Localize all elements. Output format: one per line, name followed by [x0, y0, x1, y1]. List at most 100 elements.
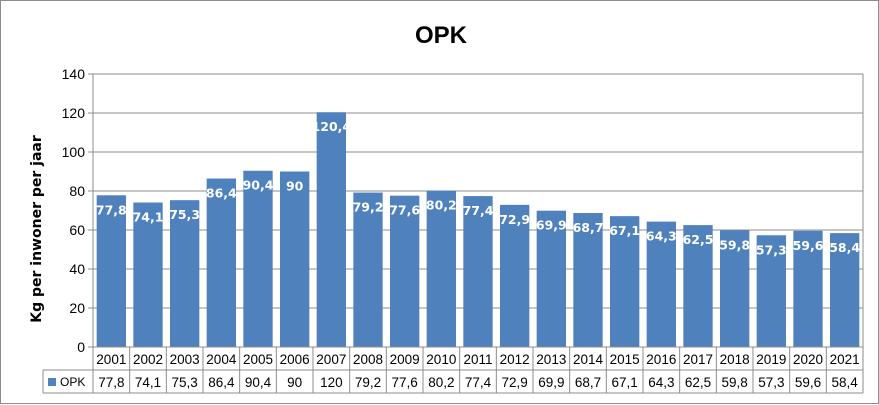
data-label: 86,4 [206, 186, 237, 201]
bar [96, 195, 126, 347]
data-label: 59,8 [719, 237, 750, 252]
category-label: 2006 [280, 352, 310, 367]
category-label: 2017 [683, 352, 713, 367]
table-value: 75,3 [172, 375, 198, 390]
y-tick-label: 40 [69, 261, 85, 277]
category-label: 2015 [610, 352, 640, 367]
bar [830, 233, 860, 347]
bar [500, 204, 530, 347]
bar [720, 230, 750, 347]
legend-label: OPK [60, 375, 85, 389]
data-label: 74,1 [133, 210, 164, 225]
y-tick-label: 80 [69, 183, 85, 199]
bar [426, 190, 456, 347]
category-label: 2008 [353, 352, 383, 367]
data-label: 79,2 [353, 200, 384, 215]
bar [280, 171, 310, 347]
bar [536, 210, 566, 347]
table-value: 72,9 [502, 375, 528, 390]
table-value: 74,1 [135, 375, 161, 390]
y-tick-label: 20 [69, 300, 85, 316]
category-label: 2014 [573, 352, 604, 367]
category-label: 2012 [500, 352, 530, 367]
category-label: 2002 [133, 352, 163, 367]
bar [756, 235, 786, 347]
category-label: 2005 [243, 352, 273, 367]
data-label: 64,3 [646, 229, 677, 244]
data-label: 120,4 [312, 119, 352, 134]
bar [133, 202, 163, 347]
bar [353, 192, 383, 347]
bar [170, 200, 200, 347]
category-label: 2011 [463, 352, 492, 367]
category-label: 2010 [426, 352, 456, 367]
category-label: 2003 [170, 352, 200, 367]
y-tick-label: 140 [62, 66, 86, 82]
data-label: 62,5 [683, 232, 714, 247]
table-value: 64,3 [648, 375, 674, 390]
data-table: 2001 77,8 2002 74,1 2003 75,3 2004 86,4 2005 90,4… [42, 346, 864, 394]
table-value: 86,4 [208, 375, 235, 390]
table-value: 57,3 [758, 375, 784, 390]
table-value: 62,5 [685, 375, 711, 390]
table-value: 77,8 [98, 375, 124, 390]
category-label: 2001 [96, 352, 126, 367]
data-label: 59,6 [793, 238, 824, 253]
category-label: 2020 [793, 352, 823, 367]
data-label: 75,3 [169, 207, 200, 222]
bar [683, 225, 713, 347]
data-label: 72,9 [499, 212, 530, 227]
table-value: 90,4 [245, 375, 272, 390]
bar [646, 221, 676, 347]
category-label: 2004 [206, 352, 237, 367]
y-tick-label: 0 [77, 339, 85, 355]
data-label: 90,4 [243, 178, 274, 193]
table-value: 67,1 [612, 375, 638, 390]
y-tick-label: 120 [62, 105, 86, 121]
category-label: 2016 [646, 352, 676, 367]
category-label: 2021 [830, 352, 860, 367]
legend-swatch [48, 378, 56, 386]
table-value: 68,7 [575, 375, 601, 390]
table-value: 80,2 [428, 375, 454, 390]
y-tick-label: 100 [62, 144, 86, 160]
table-value: 77,4 [465, 375, 492, 390]
category-label: 2019 [756, 352, 786, 367]
category-label: 2013 [536, 352, 566, 367]
category-label: 2009 [390, 352, 420, 367]
data-label: 77,4 [463, 203, 494, 218]
data-label: 77,6 [389, 203, 420, 218]
data-label: 77,8 [96, 202, 127, 217]
data-labels: 77,8 74,1 75,3 86,4 90,4 90 120,4 79,2 77,6 80,2 7… [96, 119, 860, 257]
table-value: 59,8 [722, 375, 748, 390]
category-label: 2018 [720, 352, 750, 367]
category-label: 2007 [316, 352, 346, 367]
bar [573, 213, 603, 347]
table-value: 77,6 [392, 375, 418, 390]
data-label: 90 [286, 179, 304, 194]
bar [463, 196, 493, 347]
y-axis-label: Kg per inwoner per jaar [29, 135, 45, 323]
table-value: 58,4 [832, 375, 859, 390]
bar [390, 195, 420, 347]
bar [316, 112, 346, 347]
data-label: 67,1 [609, 223, 640, 238]
bar [206, 178, 236, 347]
data-label: 58,4 [829, 240, 860, 255]
bar [610, 216, 640, 347]
chart-title: OPK [415, 22, 468, 49]
y-tick-label: 60 [69, 222, 85, 238]
data-label: 57,3 [756, 242, 787, 257]
table-value: 79,2 [355, 375, 381, 390]
data-label: 80,2 [426, 198, 457, 213]
table-value: 90 [287, 375, 302, 390]
data-label: 69,9 [536, 218, 567, 233]
table-value: 59,6 [795, 375, 821, 390]
table-value: 69,9 [538, 375, 564, 390]
data-label: 68,7 [573, 220, 604, 235]
table-value: 120 [320, 375, 343, 390]
bar [243, 170, 273, 347]
bar [793, 230, 823, 347]
